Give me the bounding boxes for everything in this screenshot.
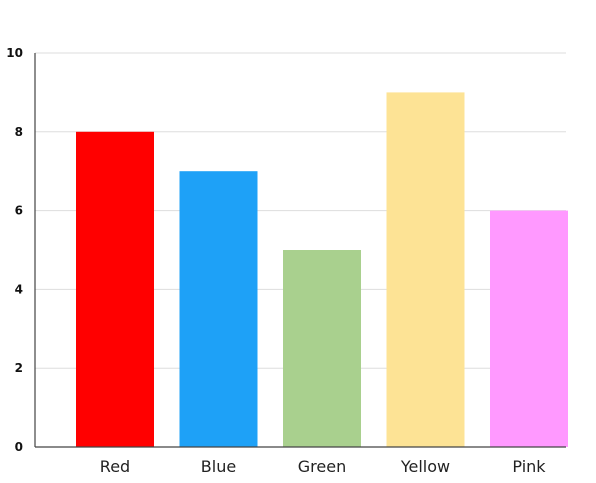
bar-yellow [386,92,465,448]
axes [34,53,566,448]
bar-blue [179,171,258,447]
y-tick-label-10: 10 [6,46,23,60]
bar-pink [490,210,568,447]
y-tick-label-8: 8 [15,125,23,139]
y-tick-labels: 0 2 4 6 8 10 [6,46,23,454]
bar-red [76,131,154,448]
x-tick-label-green: Green [298,457,346,476]
y-tick-label-0: 0 [15,440,23,454]
x-tick-labels: Red Blue Green Yellow Pink [100,457,547,476]
bar-green [283,250,361,447]
bars [76,92,568,448]
x-tick-label-red: Red [100,457,130,476]
y-tick-label-2: 2 [15,361,23,375]
x-tick-label-pink: Pink [512,457,546,476]
y-tick-label-4: 4 [15,282,23,296]
y-tick-label-6: 6 [15,204,23,218]
x-tick-label-yellow: Yellow [400,457,450,476]
x-tick-label-blue: Blue [201,457,236,476]
